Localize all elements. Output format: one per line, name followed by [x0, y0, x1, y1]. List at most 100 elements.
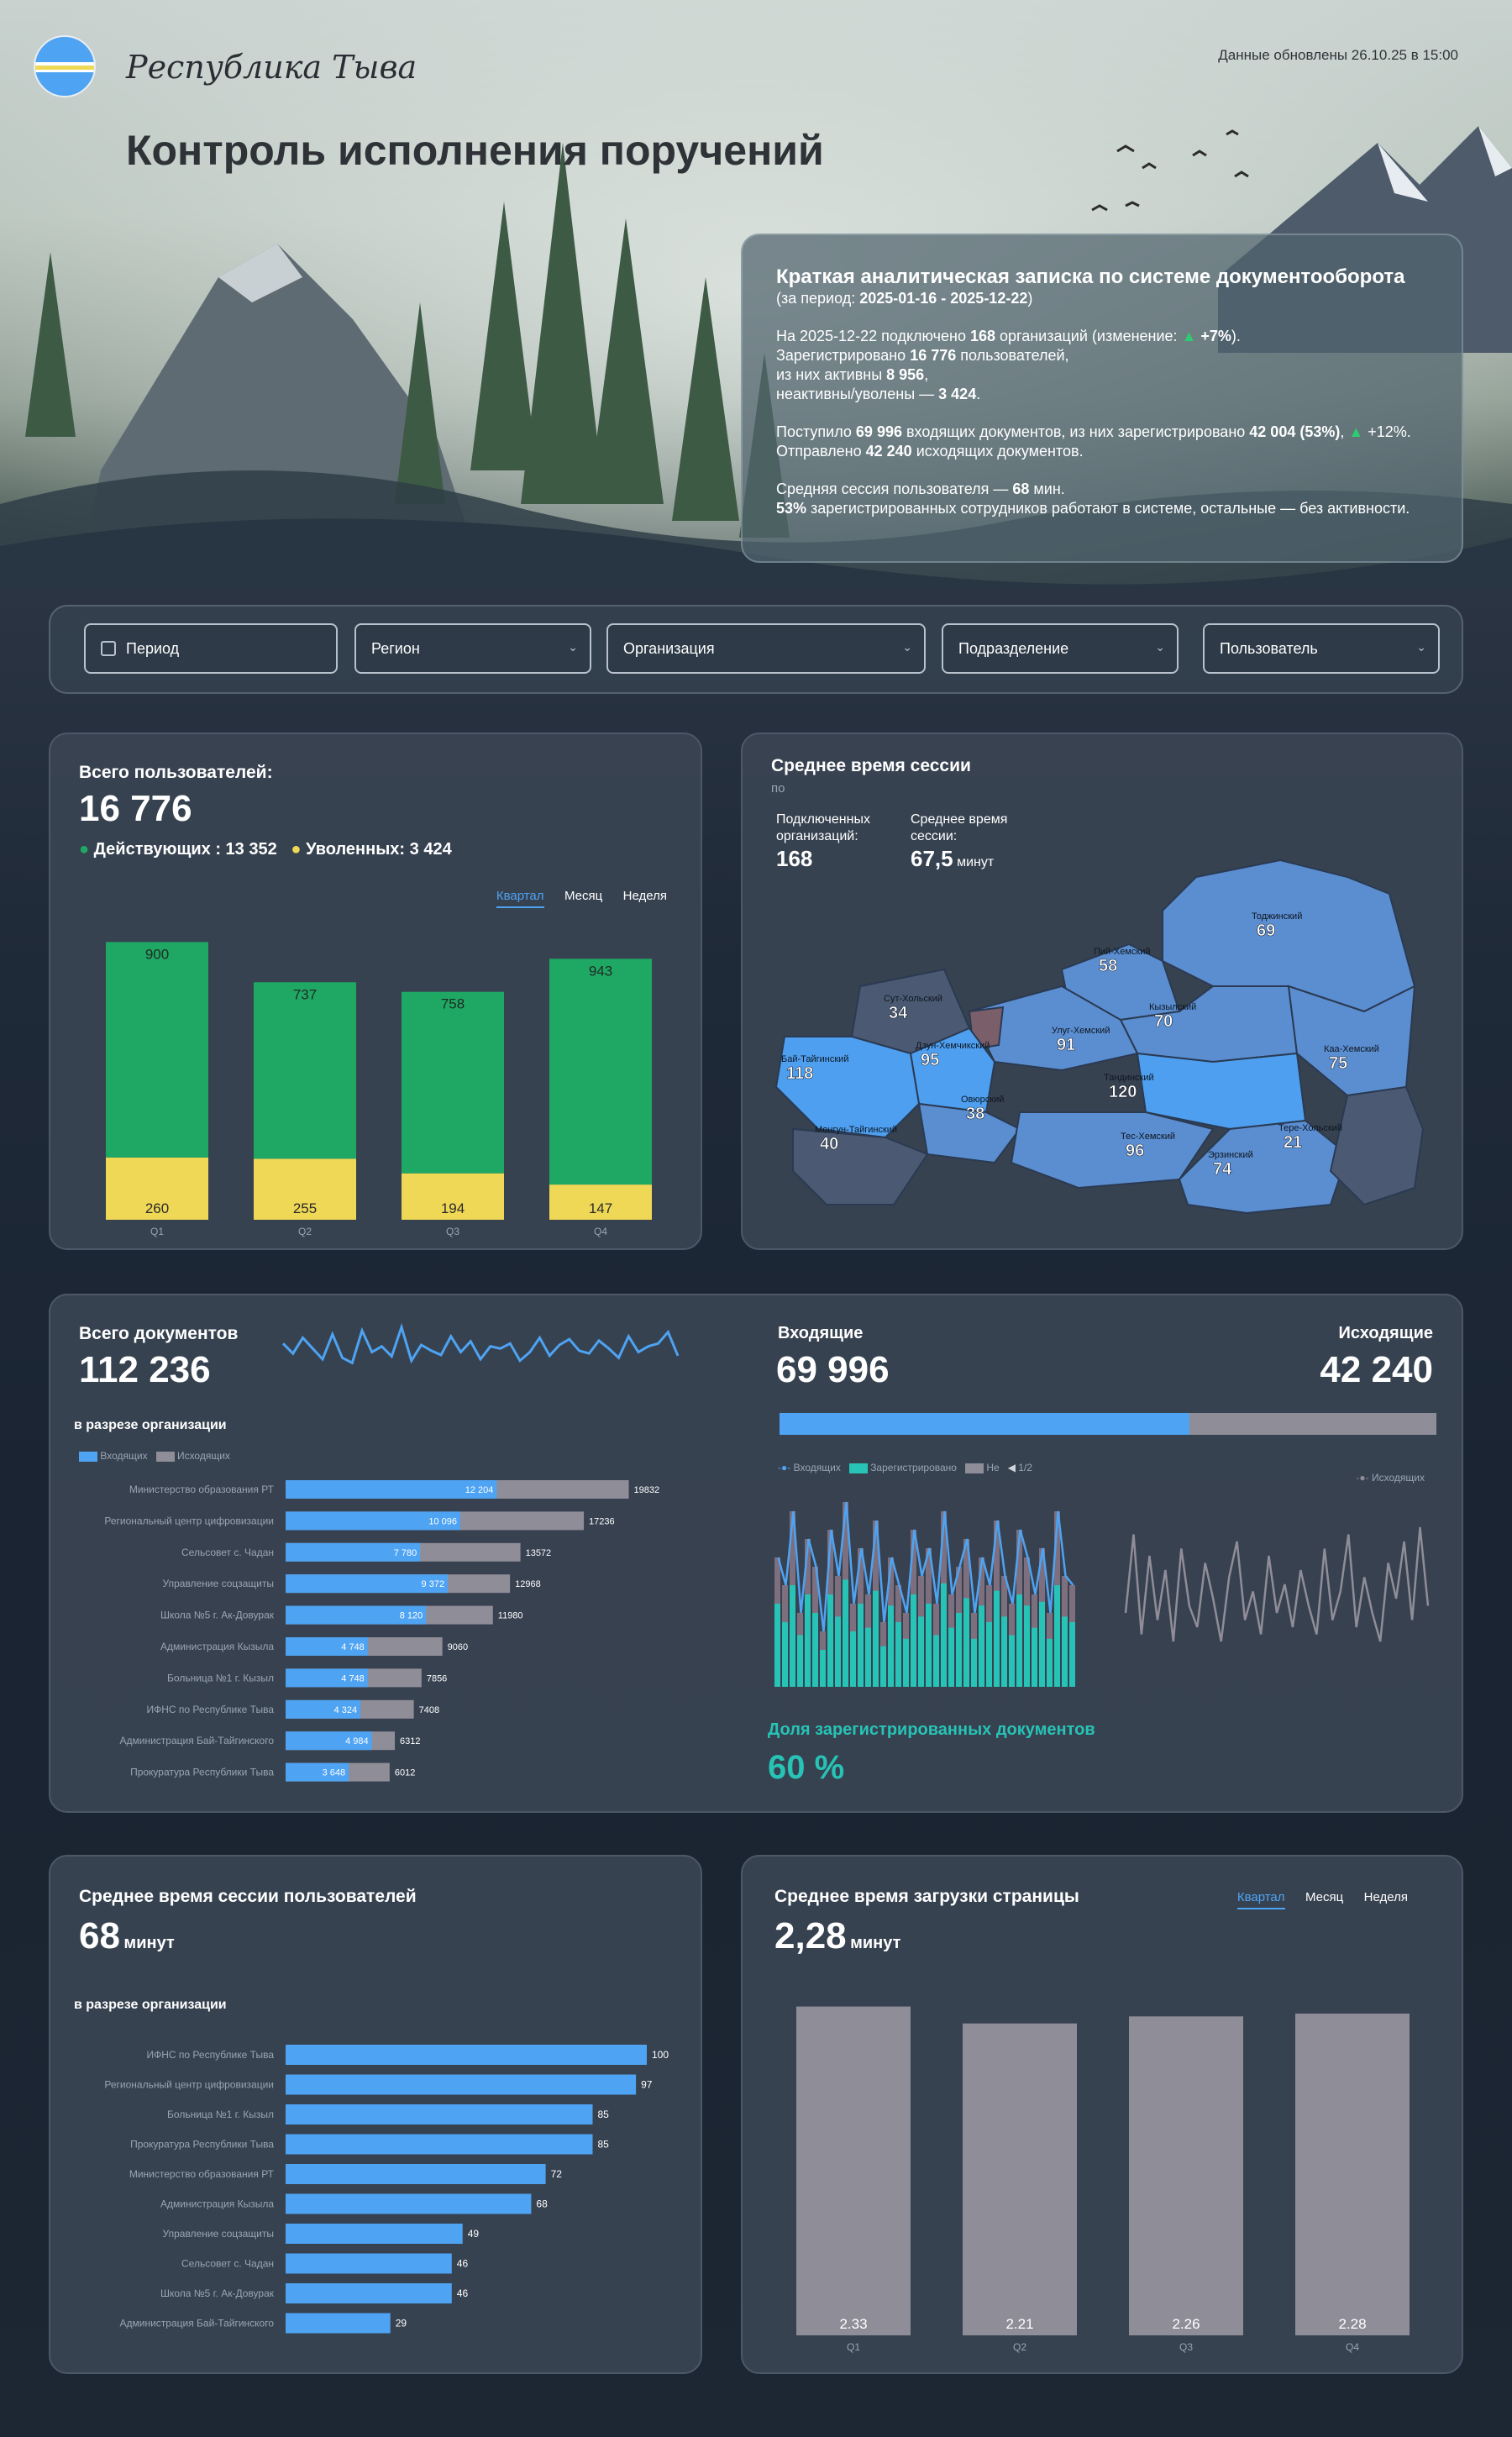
org-label: Администрация Бай-Тайгинского	[119, 2318, 274, 2329]
bar-registered	[843, 1579, 848, 1687]
bar-load-time	[796, 2006, 911, 2335]
tab-quarter[interactable]: Квартал	[496, 889, 544, 908]
tab-month[interactable]: Месяц	[1305, 1890, 1344, 1904]
bar-load-time	[1295, 2013, 1410, 2335]
org-label: Школа №5 г. Ак-Довурак	[160, 2287, 275, 2299]
legend-prev-icon[interactable]: ◀	[1007, 1462, 1016, 1473]
by-org-label: в разрезе организации	[74, 1418, 227, 1432]
org-label: Школа №5 г. Ак-Довурак	[160, 1610, 275, 1621]
bar-registered	[1069, 1622, 1075, 1687]
users-panel: Всего пользователей: 16 776 ● Действующи…	[49, 733, 702, 1250]
bar-registered	[1047, 1638, 1053, 1687]
bar-incoming	[286, 1637, 368, 1656]
legend-swatch-outgoing	[155, 1451, 175, 1462]
map-region-name: Дзун-Хемчикский	[916, 1041, 990, 1051]
tab-week[interactable]: Неделя	[622, 889, 667, 903]
session-map-panel: Среднее время сессии по Подключенных орга…	[741, 733, 1463, 1250]
x-tick-label: Q2	[298, 1226, 312, 1237]
bar-session	[286, 2104, 593, 2124]
note-line-users: Зарегистрировано 16 776 пользователей,	[776, 347, 1069, 364]
bar-label-total: 19832	[634, 1485, 660, 1495]
bar-incoming	[286, 1574, 449, 1594]
bar-label-active: 737	[293, 986, 317, 1002]
bar-incoming	[286, 1542, 421, 1562]
incoming-line-icon: -●-	[778, 1462, 791, 1473]
map-region-ovyursky[interactable]	[917, 1102, 1021, 1164]
bar-session	[286, 2313, 391, 2334]
note-line-session: Средняя сессия пользователя — 68 мин.	[776, 481, 1065, 497]
documents-total: 112 236	[79, 1349, 211, 1390]
org-label: Сельсовет с. Чадан	[181, 1547, 274, 1558]
tab-month[interactable]: Месяц	[564, 889, 603, 903]
org-label: Администрация Кызыла	[160, 2198, 274, 2210]
map-region-name: Тоджинский	[1252, 911, 1302, 922]
in-out-ratio-bar	[780, 1413, 1436, 1435]
in-out-ratio-fill	[780, 1413, 1189, 1435]
map-region-value: 21	[1284, 1133, 1302, 1152]
bar-registered	[963, 1598, 969, 1687]
organization-filter[interactable]: Организация ⌄	[606, 623, 926, 674]
bar-label-active: 943	[589, 963, 612, 979]
users-period-tabs: Квартал Месяц Неделя	[480, 889, 667, 908]
bar-label-session: 100	[652, 2049, 669, 2061]
session-by-org-label: в разрезе организации	[74, 1998, 227, 2012]
bar-registered	[933, 1635, 939, 1687]
registered-share-title: Доля зарегистрированных документов	[768, 1720, 1095, 1739]
bar-registered	[880, 1646, 886, 1687]
map-region-value: 40	[820, 1135, 838, 1153]
map-region-bay-tayginsky[interactable]	[774, 1036, 921, 1139]
bar-registered	[895, 1622, 901, 1687]
documents-title: Всего документов	[79, 1324, 239, 1343]
users-total: 16 776	[79, 788, 192, 829]
bar-incoming	[286, 1480, 497, 1499]
bar-registered	[1024, 1605, 1030, 1687]
bar-registered	[790, 1585, 795, 1687]
session-map-subtitle: по	[771, 781, 785, 796]
bar-registered	[956, 1613, 962, 1687]
org-label: Прокуратура Республики Тыва	[130, 2139, 274, 2151]
user-filter[interactable]: Пользователь ⌄	[1203, 623, 1440, 674]
map-region-name: Овюрский	[961, 1095, 1004, 1105]
load-time-title: Среднее время загрузки страницы	[774, 1887, 1079, 1906]
bar-label-load: 2.28	[1338, 2316, 1366, 2332]
region-filter[interactable]: Регион ⌄	[354, 623, 591, 674]
bar-fired	[402, 1173, 504, 1220]
bar-label-total: 12968	[515, 1579, 541, 1589]
map-region-value: 34	[889, 1004, 908, 1022]
bar-label-load: 2.33	[839, 2316, 867, 2332]
session-org-panel: Среднее время сессии пользователей 68 ми…	[49, 1855, 702, 2374]
map-region-mongun-tayginsky[interactable]	[792, 1127, 929, 1205]
bar-active	[549, 959, 652, 1185]
chevron-down-icon: ⌄	[1155, 640, 1165, 654]
bar-registered	[820, 1650, 826, 1687]
map-region-name: Кызылский	[1149, 1002, 1196, 1012]
x-tick-label: Q4	[594, 1226, 607, 1237]
bar-label-load: 2.26	[1172, 2316, 1200, 2332]
period-filter[interactable]: Период	[84, 623, 338, 674]
map-region-tere-kholsky[interactable]	[1329, 1085, 1425, 1206]
bar-incoming	[286, 1511, 460, 1531]
bar-label-total: 6312	[400, 1736, 420, 1746]
tab-quarter[interactable]: Квартал	[1236, 1890, 1285, 1909]
bar-fired	[254, 1158, 356, 1220]
bar-label-incoming: 4 984	[345, 1736, 369, 1746]
bar-registered	[1032, 1627, 1037, 1687]
incoming-bar-chart	[774, 1501, 1075, 1687]
legend-swatch-registered	[848, 1463, 868, 1473]
incoming-line	[777, 1501, 1074, 1632]
department-filter[interactable]: Подразделение ⌄	[942, 623, 1179, 674]
bar-registered	[1001, 1616, 1007, 1687]
tab-week[interactable]: Неделя	[1363, 1890, 1408, 1904]
up-arrow-icon: ▲	[1181, 328, 1201, 344]
fired-dot-icon: ●	[291, 840, 302, 859]
bar-registered	[850, 1631, 856, 1687]
bar-label-session: 68	[536, 2198, 548, 2210]
bar-label-fired: 194	[441, 1200, 465, 1216]
bar-label-total: 9060	[448, 1642, 468, 1652]
note-line-active: из них активны 8 956,	[776, 366, 929, 383]
user-filter-label: Пользователь	[1220, 639, 1318, 657]
bar-fired	[549, 1184, 652, 1220]
bar-label-incoming: 4 324	[334, 1705, 358, 1715]
bar-incoming	[286, 1668, 368, 1688]
org-label: Администрация Бай-Тайгинского	[119, 1735, 274, 1746]
